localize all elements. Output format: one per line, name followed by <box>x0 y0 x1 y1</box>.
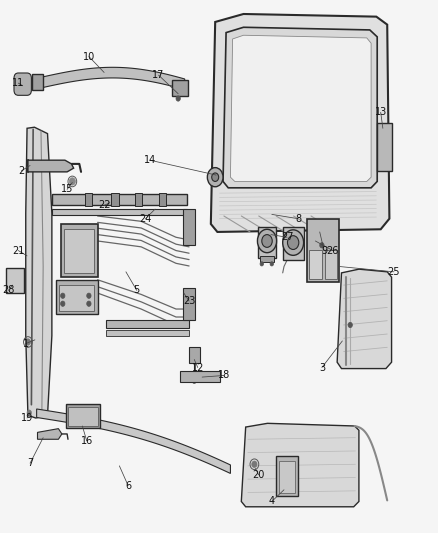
FancyBboxPatch shape <box>307 219 339 282</box>
Polygon shape <box>37 409 230 473</box>
Polygon shape <box>26 127 52 418</box>
FancyBboxPatch shape <box>134 193 142 206</box>
FancyBboxPatch shape <box>309 250 322 279</box>
FancyBboxPatch shape <box>6 268 24 293</box>
Circle shape <box>320 243 324 248</box>
Circle shape <box>212 173 219 181</box>
FancyBboxPatch shape <box>85 193 92 206</box>
FancyBboxPatch shape <box>183 209 195 245</box>
FancyBboxPatch shape <box>52 209 187 215</box>
Text: 11: 11 <box>12 78 25 88</box>
Circle shape <box>283 230 304 255</box>
FancyBboxPatch shape <box>189 348 200 364</box>
FancyBboxPatch shape <box>325 250 337 279</box>
Circle shape <box>60 301 65 306</box>
Text: 28: 28 <box>2 286 14 295</box>
Text: 10: 10 <box>83 52 95 61</box>
Circle shape <box>87 293 91 298</box>
FancyBboxPatch shape <box>56 280 98 314</box>
FancyBboxPatch shape <box>59 285 94 311</box>
Polygon shape <box>211 14 389 232</box>
FancyBboxPatch shape <box>106 320 189 328</box>
Text: 12: 12 <box>191 362 204 373</box>
Text: 25: 25 <box>388 267 400 277</box>
FancyBboxPatch shape <box>258 227 276 258</box>
Circle shape <box>192 378 197 383</box>
Text: 21: 21 <box>12 246 25 255</box>
FancyBboxPatch shape <box>276 456 298 496</box>
FancyBboxPatch shape <box>14 73 32 95</box>
Polygon shape <box>241 423 359 507</box>
Text: 1: 1 <box>23 338 29 349</box>
Circle shape <box>25 339 31 345</box>
Text: 26: 26 <box>327 246 339 255</box>
FancyBboxPatch shape <box>111 193 119 206</box>
FancyBboxPatch shape <box>283 227 304 260</box>
Circle shape <box>258 229 277 253</box>
Polygon shape <box>223 27 377 188</box>
FancyBboxPatch shape <box>68 407 99 426</box>
Text: 4: 4 <box>269 496 275 506</box>
Circle shape <box>92 418 95 423</box>
Polygon shape <box>38 429 62 439</box>
FancyBboxPatch shape <box>183 288 195 320</box>
Circle shape <box>87 301 91 306</box>
Text: 15: 15 <box>61 184 73 195</box>
Circle shape <box>270 262 274 266</box>
Text: 22: 22 <box>98 200 110 211</box>
Text: 13: 13 <box>374 107 387 117</box>
Circle shape <box>252 461 257 467</box>
Polygon shape <box>337 269 392 368</box>
Polygon shape <box>39 67 185 90</box>
Text: 23: 23 <box>183 296 195 306</box>
Circle shape <box>27 410 32 415</box>
Text: 9: 9 <box>321 246 327 255</box>
FancyBboxPatch shape <box>279 461 295 493</box>
Text: 16: 16 <box>81 436 93 446</box>
Circle shape <box>70 418 73 423</box>
Text: 5: 5 <box>134 286 140 295</box>
Text: 18: 18 <box>218 370 230 381</box>
FancyBboxPatch shape <box>106 330 189 336</box>
Polygon shape <box>28 160 74 172</box>
Circle shape <box>176 96 180 101</box>
FancyBboxPatch shape <box>52 194 187 205</box>
Circle shape <box>287 236 299 249</box>
Text: 17: 17 <box>152 70 165 80</box>
FancyBboxPatch shape <box>159 193 166 206</box>
Circle shape <box>348 322 353 328</box>
Text: 2: 2 <box>18 166 25 176</box>
Text: 7: 7 <box>27 458 33 468</box>
Text: 27: 27 <box>281 232 293 243</box>
Text: 8: 8 <box>295 214 301 224</box>
Text: 20: 20 <box>253 470 265 480</box>
Text: 24: 24 <box>139 214 152 224</box>
Circle shape <box>262 235 272 247</box>
Text: 6: 6 <box>125 481 131 490</box>
FancyBboxPatch shape <box>377 123 392 171</box>
Text: 19: 19 <box>21 413 33 423</box>
FancyBboxPatch shape <box>172 80 188 96</box>
FancyBboxPatch shape <box>180 370 219 382</box>
Circle shape <box>207 167 223 187</box>
Text: 14: 14 <box>144 155 156 165</box>
FancyBboxPatch shape <box>66 404 100 428</box>
Circle shape <box>320 229 324 235</box>
Circle shape <box>260 262 264 266</box>
FancyBboxPatch shape <box>260 256 275 262</box>
FancyBboxPatch shape <box>60 224 98 277</box>
FancyBboxPatch shape <box>32 74 43 90</box>
Text: 3: 3 <box>319 362 325 373</box>
Circle shape <box>69 177 75 185</box>
FancyBboxPatch shape <box>64 229 94 273</box>
Circle shape <box>60 293 65 298</box>
Polygon shape <box>230 35 371 181</box>
